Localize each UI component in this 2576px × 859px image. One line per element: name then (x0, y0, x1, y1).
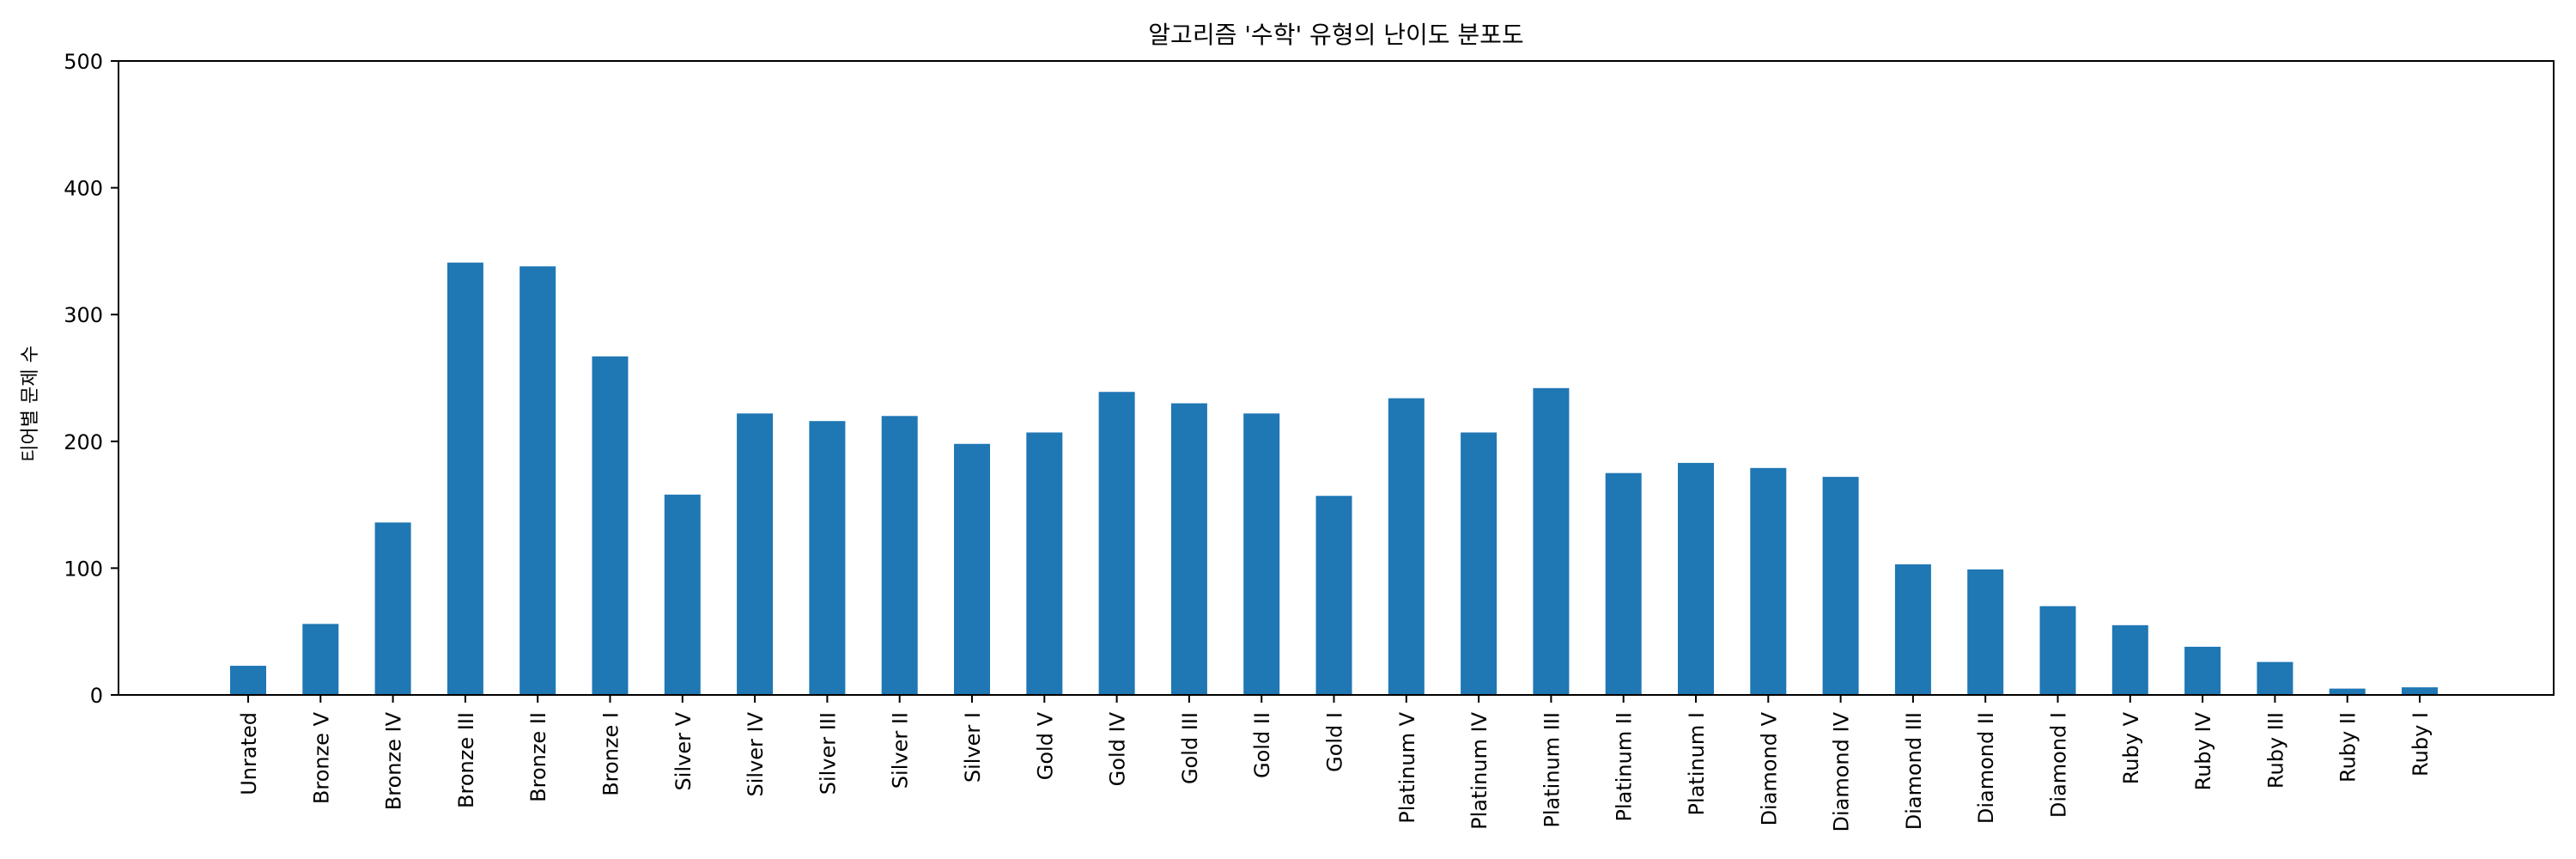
bar-ruby-ii (2329, 688, 2366, 695)
x-axis: Unrated Bronze V Bronze IV Bronze III Bronze… (237, 695, 2433, 832)
x-tick-label: Silver IV (744, 711, 768, 796)
bar-silver-iv (737, 413, 774, 695)
x-tick-label: Unrated (237, 712, 261, 795)
bar-bronze-ii (519, 266, 556, 695)
bar-bronze-iii (447, 262, 483, 695)
x-tick-label: Diamond V (1757, 711, 1781, 825)
x-tick-label: Diamond I (2047, 712, 2071, 818)
x-tick-label: Ruby IV (2191, 711, 2215, 790)
bar-platinum-ii (1605, 472, 1642, 695)
x-tick-label: Platinum II (1613, 712, 1637, 822)
y-tick-label: 500 (64, 50, 103, 74)
x-tick-label: Bronze II (526, 712, 550, 802)
bar-ruby-iv (2184, 646, 2221, 695)
x-tick-label: Bronze III (454, 712, 478, 808)
x-tick-label: Silver I (961, 712, 985, 783)
bar-diamond-iii (1894, 564, 1931, 695)
y-tick-label: 300 (64, 303, 103, 327)
x-tick-label: Diamond II (1974, 712, 1998, 824)
bar-silver-iii (809, 421, 846, 695)
x-tick-label: Gold I (1323, 712, 1347, 772)
bar-platinum-v (1388, 398, 1425, 695)
x-tick-label: Platinum IV (1467, 711, 1492, 829)
bar-gold-v (1026, 432, 1063, 695)
bar-bronze-iv (374, 522, 411, 695)
bar-silver-ii (881, 416, 918, 695)
x-tick-label: Gold III (1178, 712, 1202, 784)
x-tick-label: Bronze IV (382, 711, 406, 810)
bar-ruby-v (2111, 624, 2148, 695)
bar-diamond-v (1750, 467, 1787, 695)
y-tick-label: 100 (64, 557, 103, 581)
x-tick-label: Ruby V (2119, 711, 2143, 784)
bar-bronze-v (302, 624, 339, 695)
bar-gold-i (1315, 496, 1352, 695)
chart-title: 알고리즘 '수학' 유형의 난이도 분포도 (1148, 21, 1523, 49)
x-tick-label: Gold V (1033, 711, 1057, 780)
bar-platinum-iii (1533, 387, 1570, 695)
x-tick-label: Silver III (816, 712, 840, 795)
x-tick-label: Ruby III (2263, 712, 2287, 789)
x-tick-label: Silver V (671, 711, 696, 790)
bar-gold-iii (1170, 403, 1207, 695)
bar-diamond-iv (1822, 477, 1859, 695)
y-axis-label: 티어별 문제 수 (20, 345, 41, 461)
y-axis: 0 100 200 300 400 500 (64, 50, 118, 708)
plot-frame (118, 60, 2555, 696)
x-tick-label: Ruby II (2336, 712, 2360, 783)
x-tick-label: Platinum III (1540, 712, 1564, 828)
bar-silver-v (664, 494, 701, 695)
y-tick-label: 400 (64, 177, 103, 201)
bars-group (230, 262, 2438, 695)
bar-platinum-iv (1461, 432, 1498, 695)
x-tick-label: Platinum I (1685, 712, 1709, 815)
bar-gold-iv (1098, 392, 1135, 695)
bar-diamond-ii (1967, 569, 2004, 695)
x-tick-label: Ruby I (2409, 712, 2433, 777)
bar-ruby-iii (2257, 661, 2293, 695)
x-tick-label: Bronze V (309, 711, 333, 804)
bar-unrated (230, 666, 266, 695)
y-tick-label: 200 (64, 430, 103, 454)
x-tick-label: Diamond III (1902, 712, 1926, 830)
bar-silver-i (954, 443, 990, 695)
y-tick-label: 0 (90, 684, 103, 708)
x-tick-label: Silver II (889, 712, 913, 789)
bar-ruby-i (2402, 687, 2438, 695)
x-tick-label: Bronze I (599, 712, 623, 796)
x-tick-label: Diamond IV (1830, 711, 1854, 832)
bar-diamond-i (2039, 606, 2076, 695)
x-tick-label: Gold II (1250, 712, 1274, 778)
bar-bronze-i (592, 356, 629, 695)
bar-gold-ii (1243, 413, 1280, 695)
bar-platinum-i (1678, 462, 1714, 695)
x-tick-label: Platinum V (1395, 711, 1419, 823)
x-tick-label: Gold IV (1106, 711, 1130, 786)
